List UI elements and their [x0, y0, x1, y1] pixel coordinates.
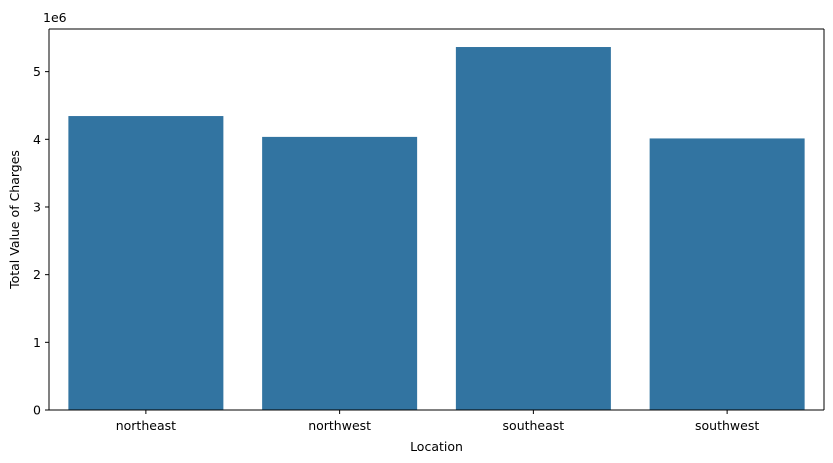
bar-northeast: [68, 116, 224, 411]
x-tick-label-northeast: northeast: [116, 418, 176, 433]
y-axis-label: Total Value of Charges: [7, 150, 22, 290]
x-tick-label-southeast: southeast: [503, 418, 565, 433]
x-axis-label: Location: [410, 439, 463, 454]
y-tick-label: 0: [33, 403, 41, 418]
y-tick-label: 4: [33, 132, 41, 147]
y-tick-label: 3: [33, 199, 41, 214]
bars-layer: [68, 47, 805, 411]
y-tick-label: 2: [33, 267, 41, 282]
x-ticks: northeast northwest southeast southwest: [116, 410, 759, 433]
y-tick-label: 1: [33, 335, 41, 350]
bar-southwest: [649, 138, 805, 410]
y-offset-label: 1e6: [43, 10, 67, 25]
y-tick-label: 5: [33, 64, 41, 79]
y-ticks: 0 1 2 3 4 5: [33, 64, 49, 418]
bar-northwest: [262, 136, 418, 410]
bar-southeast: [455, 47, 611, 411]
x-tick-label-northwest: northwest: [308, 418, 371, 433]
x-tick-label-southwest: southwest: [695, 418, 759, 433]
axes-layer: [48, 28, 825, 411]
